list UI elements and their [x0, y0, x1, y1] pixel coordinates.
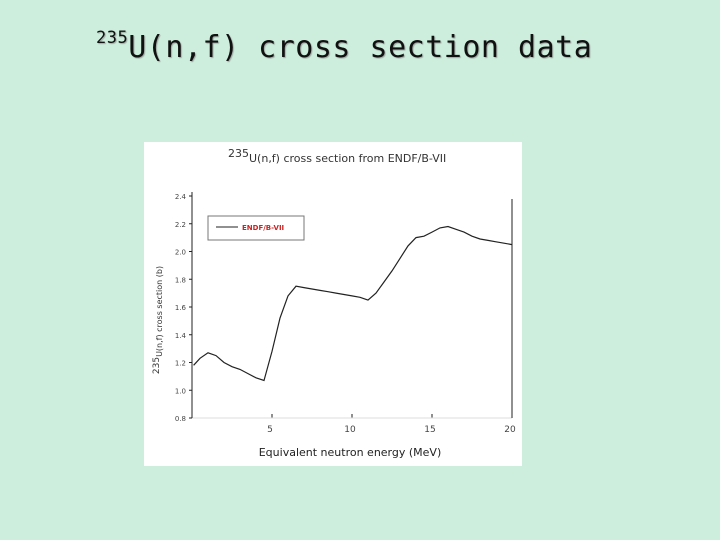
slide-title-superscript: 235 [96, 28, 129, 48]
chart-panel: 235U(n,f) cross section from ENDF/B-VII … [144, 142, 522, 466]
y-tick-label: 1.2 [175, 360, 186, 368]
y-tick-label: 2.0 [175, 249, 186, 257]
y-axis-label: 235U(n,f) cross section (b) [152, 266, 164, 374]
series-line-endf [193, 225, 513, 382]
y-tick-label: 2.4 [175, 193, 187, 201]
chart-title-text: U(n,f) cross section from ENDF/B-VII [249, 152, 446, 165]
legend: ENDF/B-VII [207, 215, 305, 241]
slide-title-text: U(n,f) cross section data [128, 30, 593, 65]
legend-label-endf: ENDF/B-VII [242, 224, 284, 232]
x-axis-label: Equivalent neutron energy (MeV) [259, 446, 442, 459]
y-ticks: 0.8 1.0 1.2 1.4 1.6 1.8 2.0 2.2 2.4 [175, 193, 192, 423]
y-tick-label: 0.8 [175, 415, 186, 423]
chart-title-superscript: 235 [228, 147, 249, 160]
y-tick-label: 1.6 [175, 304, 187, 312]
chart-title: 235U(n,f) cross section from ENDF/B-VII [228, 147, 446, 165]
y-tick-label: 2.2 [175, 221, 186, 229]
y-tick-label: 1.8 [175, 276, 186, 284]
x-tick-label: 20 [504, 425, 516, 435]
y-tick-label: 1.4 [175, 332, 187, 340]
slide-title: 235U(n,f) cross section data [96, 28, 592, 65]
legend-box [207, 215, 305, 241]
y-axis-label-text: U(n,f) cross section (b) [155, 266, 164, 357]
y-tick-label: 1.0 [175, 387, 186, 395]
x-ticks: 5 10 15 20 [267, 414, 516, 435]
svg-text:235U(n,f) cross section (b): 235U(n,f) cross section (b) [152, 266, 164, 374]
chart-svg: 235U(n,f) cross section from ENDF/B-VII … [152, 147, 516, 459]
x-tick-label: 15 [424, 425, 435, 435]
y-axis-label-superscript: 235 [152, 357, 162, 374]
x-tick-label: 5 [267, 425, 273, 435]
x-tick-label: 10 [344, 425, 356, 435]
